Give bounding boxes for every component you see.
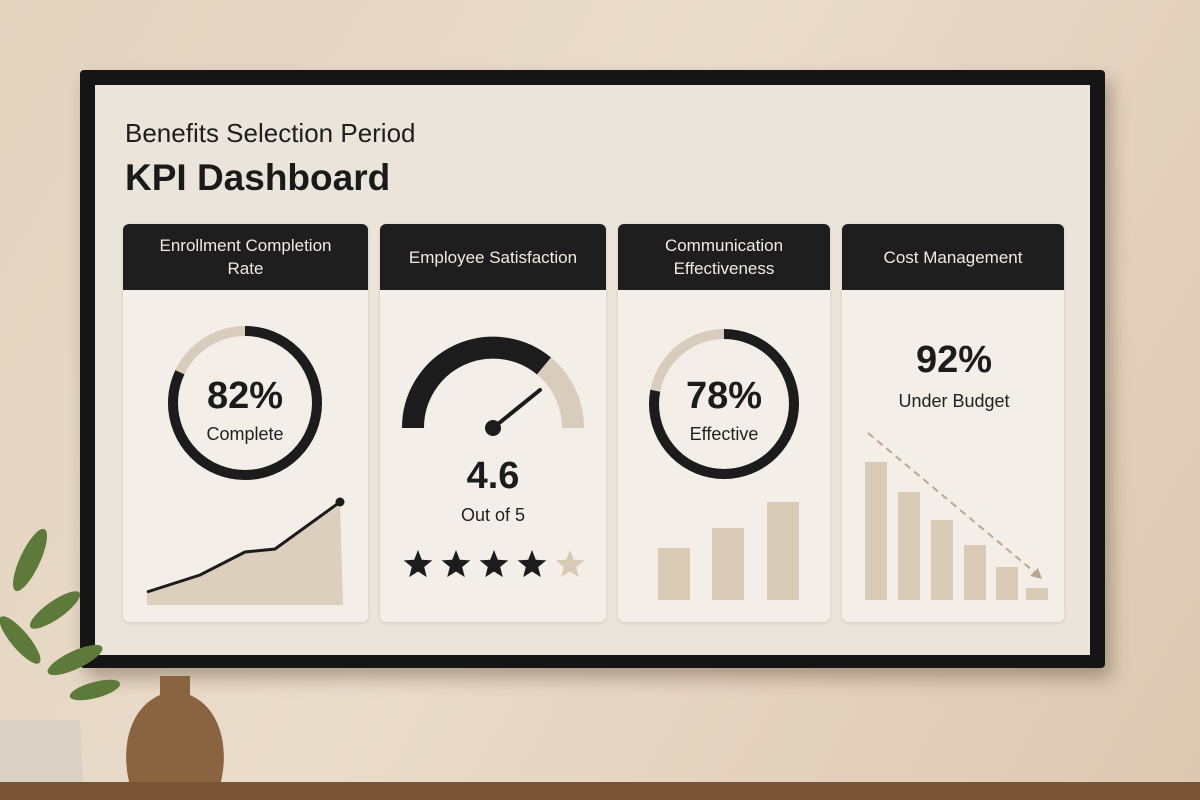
gauge-needle <box>491 388 542 430</box>
star-rating <box>403 550 585 578</box>
gauge-filled <box>401 336 552 429</box>
deco-bar <box>898 492 920 600</box>
monitor-frame: Benefits Selection Period KPI Dashboard … <box>80 70 1105 668</box>
deco-bar <box>865 462 887 600</box>
arrow-head <box>1030 568 1042 579</box>
kpi-card: Communication Effectiveness 78% Effectiv… <box>618 224 830 622</box>
ring-group <box>649 329 799 479</box>
shelf <box>0 782 1200 800</box>
progress-ring <box>168 326 322 480</box>
progress-ring <box>649 329 799 479</box>
deco-bar <box>658 548 690 600</box>
card-title: Cost Management <box>842 224 1064 290</box>
dashboard-subtitle: KPI Dashboard <box>125 157 391 198</box>
card-graphic: 4.6 Out of 5 <box>401 336 585 578</box>
star <box>441 550 471 578</box>
card-title: Communication Effectiveness <box>618 224 830 290</box>
kpi-value: 4.6 <box>467 455 520 497</box>
card-title: Employee Satisfaction <box>380 224 606 290</box>
star <box>479 550 509 578</box>
deco-bar <box>996 567 1018 600</box>
trend-arrow <box>867 432 1039 576</box>
gauge-hub <box>485 420 501 436</box>
dashboard-title: Benefits Selection Period <box>125 118 416 148</box>
card-graphic: 82% Complete <box>146 326 345 605</box>
kpi-card: Enrollment Completion Rate 82% Complete <box>123 224 368 622</box>
kpi-caption: Out of 5 <box>461 505 525 525</box>
card-graphic: 78% Effective <box>649 329 799 600</box>
deco-bar <box>767 502 799 600</box>
kpi-value: 92% <box>916 339 992 381</box>
kpi-card: Employee Satisfaction 4.6 Out of 5 <box>380 224 606 622</box>
kpi-caption: Effective <box>690 424 759 444</box>
kpi-card: Cost Management 92% Under Budget <box>842 224 1064 622</box>
star <box>517 550 547 578</box>
deco-bar <box>1026 588 1048 600</box>
trend-line <box>146 500 341 594</box>
kpi-value: 78% <box>686 375 762 417</box>
ring-group <box>168 326 322 480</box>
kpi-value: 82% <box>207 375 283 417</box>
card-title: Enrollment Completion Rate <box>123 224 368 290</box>
dashboard-screen: Benefits Selection Period KPI Dashboard … <box>95 85 1090 655</box>
card-graphic: 92% Under Budget <box>865 339 1048 600</box>
kpi-caption: Complete <box>206 424 283 444</box>
deco-bar <box>931 520 953 600</box>
gauge-track <box>536 357 585 429</box>
deco-bar <box>964 545 986 600</box>
trend-dot <box>335 497 345 507</box>
star <box>403 550 433 578</box>
deco-bar <box>712 528 744 600</box>
kpi-caption: Under Budget <box>898 391 1009 411</box>
star <box>555 550 585 578</box>
